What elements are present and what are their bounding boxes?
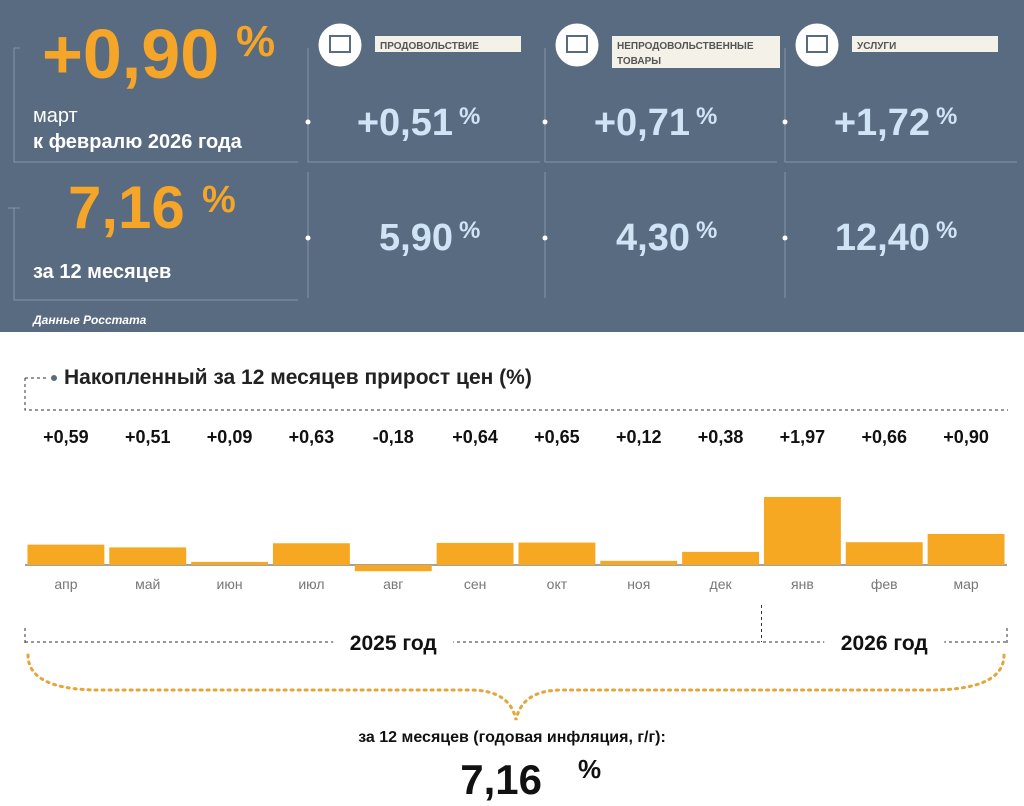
icon-glyph [329, 35, 351, 53]
monthly-label: к февралю 2026 года [33, 131, 243, 153]
x-tick-label: июн [217, 576, 243, 592]
value-label: +0,65 [534, 427, 580, 447]
value-label: +0,51 [125, 427, 171, 447]
category-label-box [852, 36, 998, 52]
value-label: +0,12 [616, 427, 662, 447]
chart-title: Накопленный за 12 месяцев прирост цен (%… [64, 366, 532, 389]
bar [354, 565, 432, 572]
bar [845, 542, 923, 565]
category-label-box [612, 36, 780, 68]
x-tick-label: окт [547, 576, 568, 592]
percent: % [936, 217, 957, 244]
bar [763, 497, 841, 565]
group-label: 2026 год [841, 632, 928, 655]
category-monthly: +0,71 [594, 102, 690, 144]
percent: % [696, 103, 717, 130]
annual-value: 7,16 [68, 174, 185, 241]
x-tick-label: дек [710, 576, 733, 592]
bar [600, 560, 678, 565]
value-label: +0,64 [452, 427, 498, 447]
x-tick-label: фев [871, 576, 898, 592]
value-label: +1,97 [780, 427, 826, 447]
value-label: +0,63 [289, 427, 335, 447]
x-tick-label: апр [54, 576, 77, 592]
brace [26, 653, 1006, 721]
value-label: +0,59 [43, 427, 89, 447]
icon-glyph [806, 35, 828, 53]
group-label: 2025 год [350, 632, 437, 655]
percent: % [202, 179, 236, 221]
bar [927, 533, 1005, 565]
bar [27, 544, 105, 565]
column-frame [307, 48, 540, 298]
icon [554, 22, 600, 68]
summary-unit: % [578, 754, 601, 784]
bar [272, 543, 350, 565]
group-label-bg [824, 628, 945, 654]
annual-label: за 12 месяцев [33, 261, 171, 283]
category-monthly: +1,72 [834, 102, 930, 144]
percent: % [696, 217, 717, 244]
x-tick-label: янв [791, 576, 814, 592]
dot [305, 119, 311, 125]
value-label: +0,90 [943, 427, 989, 447]
x-tick-label: июл [298, 576, 324, 592]
value-label: +0,38 [698, 427, 744, 447]
x-tick-label: мар [953, 576, 978, 592]
dot [305, 235, 311, 241]
category-label: ТОВАРЫ [617, 56, 661, 67]
column-frame [544, 48, 777, 298]
percent: % [936, 103, 957, 130]
x-tick-label: авг [383, 576, 403, 592]
category-label: ПРОДОВОЛЬСТВИЕ [380, 41, 479, 52]
bar [682, 551, 760, 565]
category-annual: 4,30 [616, 217, 690, 259]
monthly-value: +0,90 [42, 15, 219, 93]
summary-panel [0, 0, 1024, 332]
frame [8, 47, 298, 301]
dot [542, 235, 548, 241]
icon [317, 22, 363, 68]
monthly-label: март [33, 105, 78, 127]
column-frame [784, 48, 1017, 298]
category-label: УСЛУГИ [857, 41, 896, 52]
bullet [51, 375, 57, 381]
percent: % [236, 17, 275, 66]
category-monthly: +0,51 [357, 102, 453, 144]
summary-value: 7,16 [460, 756, 542, 803]
dot [782, 235, 788, 241]
category-annual: 5,90 [379, 217, 453, 259]
title-bracket [24, 377, 1008, 411]
category-label: НЕПРОДОВОЛЬСТВЕННЫЕ [617, 41, 754, 52]
dot [542, 119, 548, 125]
bar-chart: +0,59 апр +0,51 май +0,09 июн +0,63 июл -0,18 авг… [24, 427, 1008, 655]
x-tick-label: сен [464, 576, 487, 592]
percent: % [459, 217, 480, 244]
x-tick-label: ноя [627, 576, 650, 592]
x-tick-label: май [135, 576, 160, 592]
icon [794, 22, 840, 68]
category-annual: 12,40 [835, 217, 930, 259]
bar [109, 547, 187, 565]
group-bracket [24, 605, 1008, 644]
summary-label: за 12 месяцев (годовая инфляция, г/г): [358, 729, 666, 746]
value-label: +0,66 [861, 427, 907, 447]
bar [191, 561, 269, 565]
icon-glyph [566, 35, 588, 53]
category-columns: ПРОДОВОЛЬСТВИЕ+0,51 %5,90 %НЕПРОДОВОЛЬСТВЕ… [305, 22, 1017, 298]
bar [518, 542, 596, 565]
group-label-bg [333, 628, 454, 654]
percent: % [459, 103, 480, 130]
source: Данные Росстата [32, 313, 147, 327]
value-label: -0,18 [373, 427, 414, 447]
dot [782, 119, 788, 125]
category-label-box [375, 36, 521, 52]
bar [436, 542, 514, 565]
value-label: +0,09 [207, 427, 253, 447]
